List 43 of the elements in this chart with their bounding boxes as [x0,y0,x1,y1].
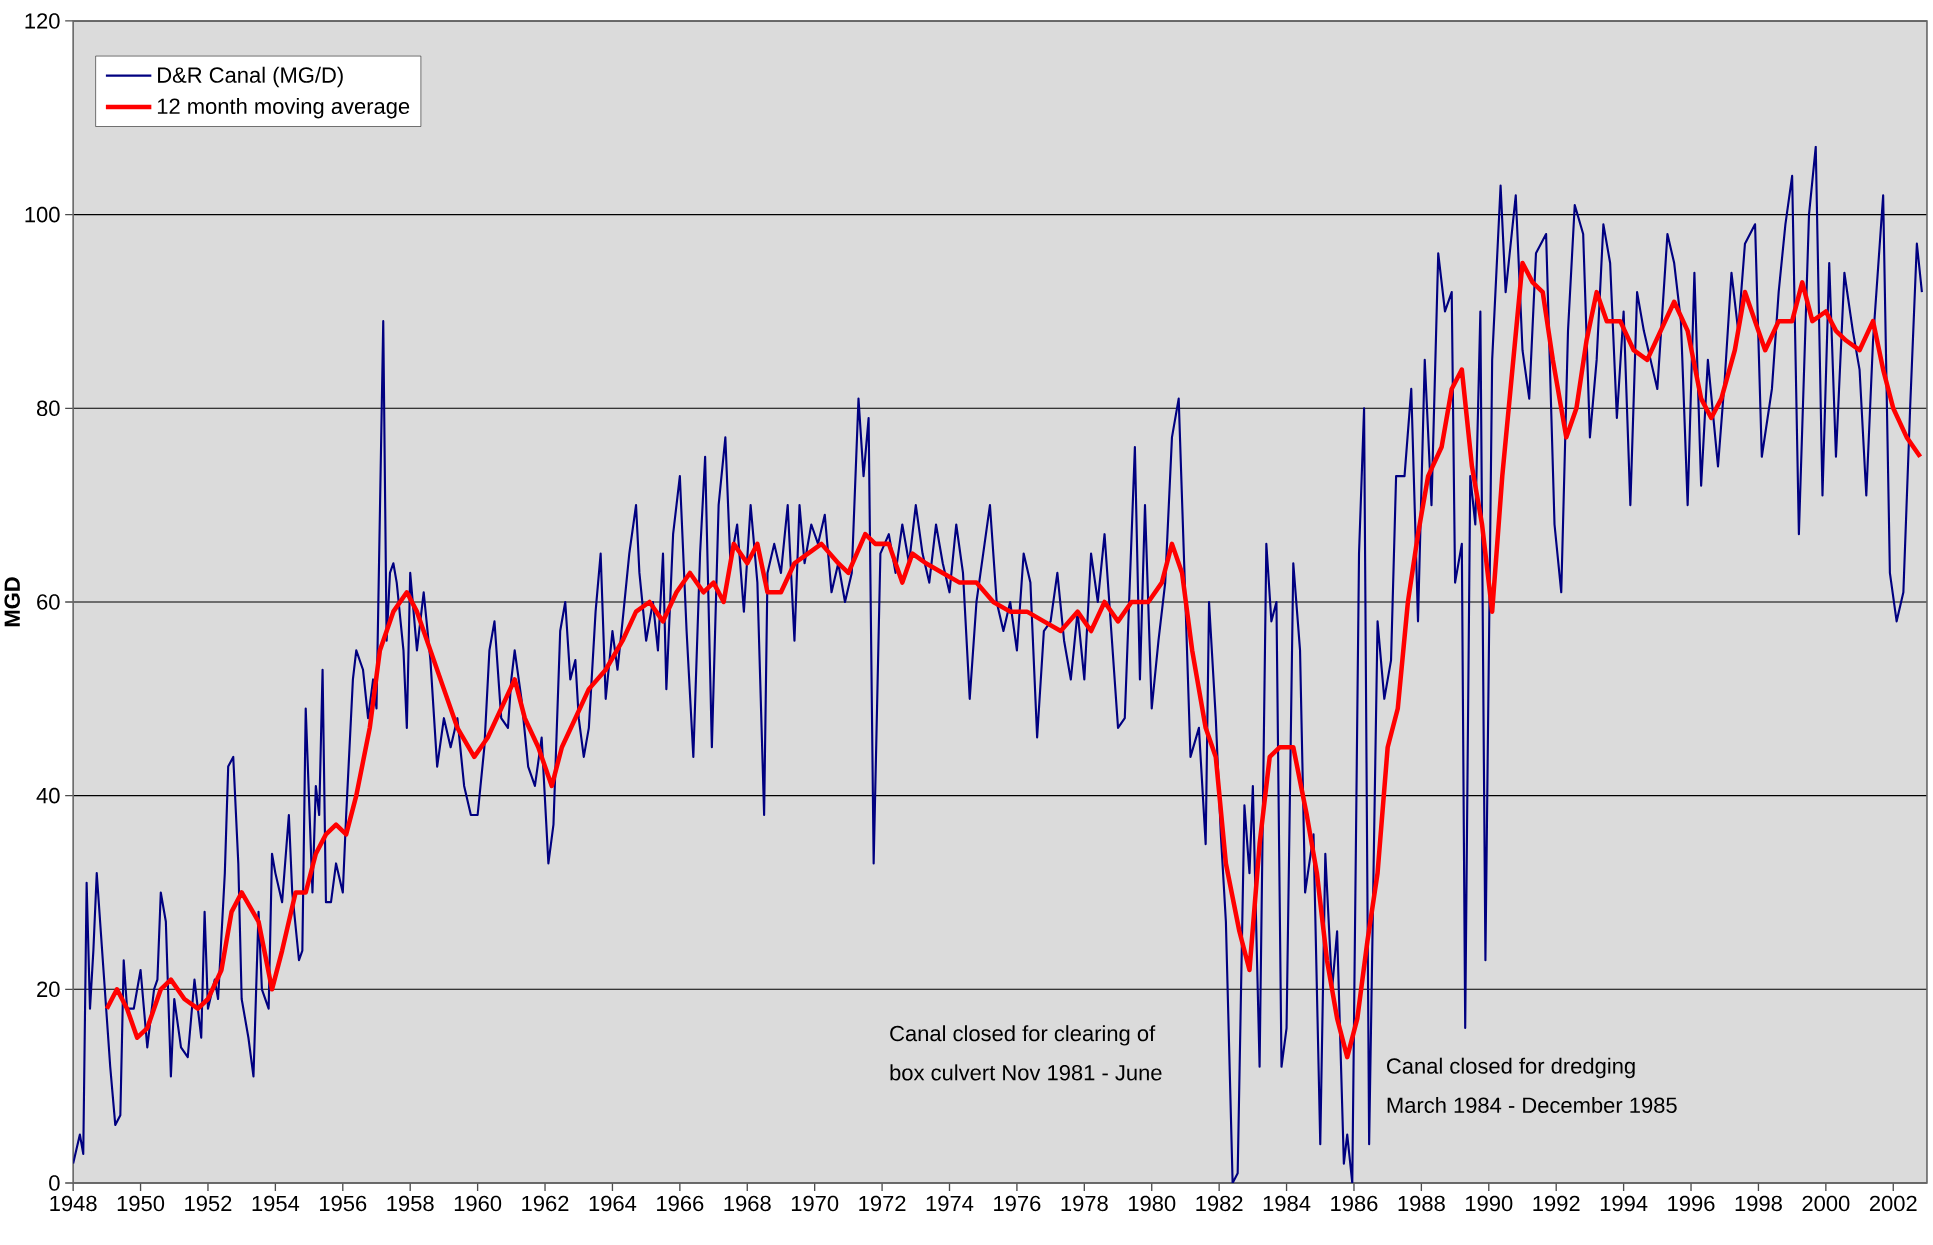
annotation: Canal closed for clearing of [890,1025,1156,1046]
annotation: March 1984 - December 1985 [1387,1096,1677,1114]
x-tick-label: 1962 [522,1195,569,1212]
y-tick-label: 0 [49,1175,60,1191]
x-tick-label: 1990 [1466,1195,1513,1212]
x-tick-label: 1956 [320,1195,367,1212]
x-tick-label: 1966 [657,1195,704,1212]
x-tick-label: 1974 [926,1195,974,1212]
y-tick-label: 60 [37,594,60,610]
y-tick-label: 40 [36,787,60,804]
x-tick-label: 1954 [252,1195,300,1212]
x-tick-label: 1980 [1128,1195,1176,1212]
x-tick-label: 1992 [1533,1195,1580,1212]
x-tick-label: 2000 [1802,1195,1850,1212]
x-tick-label: 2002 [1869,1195,1917,1212]
x-tick-label: 1978 [1061,1195,1108,1212]
x-tick-label: 1972 [859,1195,906,1212]
line-series [73,145,1923,1184]
annotation: box culvert Nov 1981 - June [890,1064,1162,1081]
x-tick-label: 1998 [1735,1195,1782,1212]
y-tick-label: 100 [25,206,60,223]
x-tick-label: 1976 [994,1195,1041,1212]
x-tick-label: 1950 [117,1195,165,1212]
x-tick-label: 1984 [1263,1195,1311,1212]
x-tick-label: 1996 [1668,1195,1715,1212]
x-tick-label: 1988 [1398,1195,1445,1212]
x-tick-label: 1964 [589,1195,637,1212]
y-axis-title: MGD [4,577,20,627]
y-tick-label: 20 [37,981,60,998]
x-tick-label: 1994 [1600,1195,1648,1212]
legend-label: 12 month moving average [157,98,410,119]
x-tick-label: 1982 [1196,1195,1243,1212]
x-tick-label: 1970 [791,1195,839,1212]
x-tick-label: 1968 [724,1195,771,1212]
y-tick-label: 120 [25,13,60,29]
x-tick-label: 1958 [387,1195,434,1212]
annotation: Canal closed for dredging [1387,1057,1635,1079]
y-tick-label: 80 [37,400,60,417]
x-tick-label: 1948 [50,1195,97,1212]
x-tick-label: 1986 [1331,1195,1378,1212]
legend-label: D&R Canal (MG/D) [158,66,343,88]
x-tick-label: 1960 [454,1195,502,1212]
x-tick-label: 1952 [185,1195,232,1212]
